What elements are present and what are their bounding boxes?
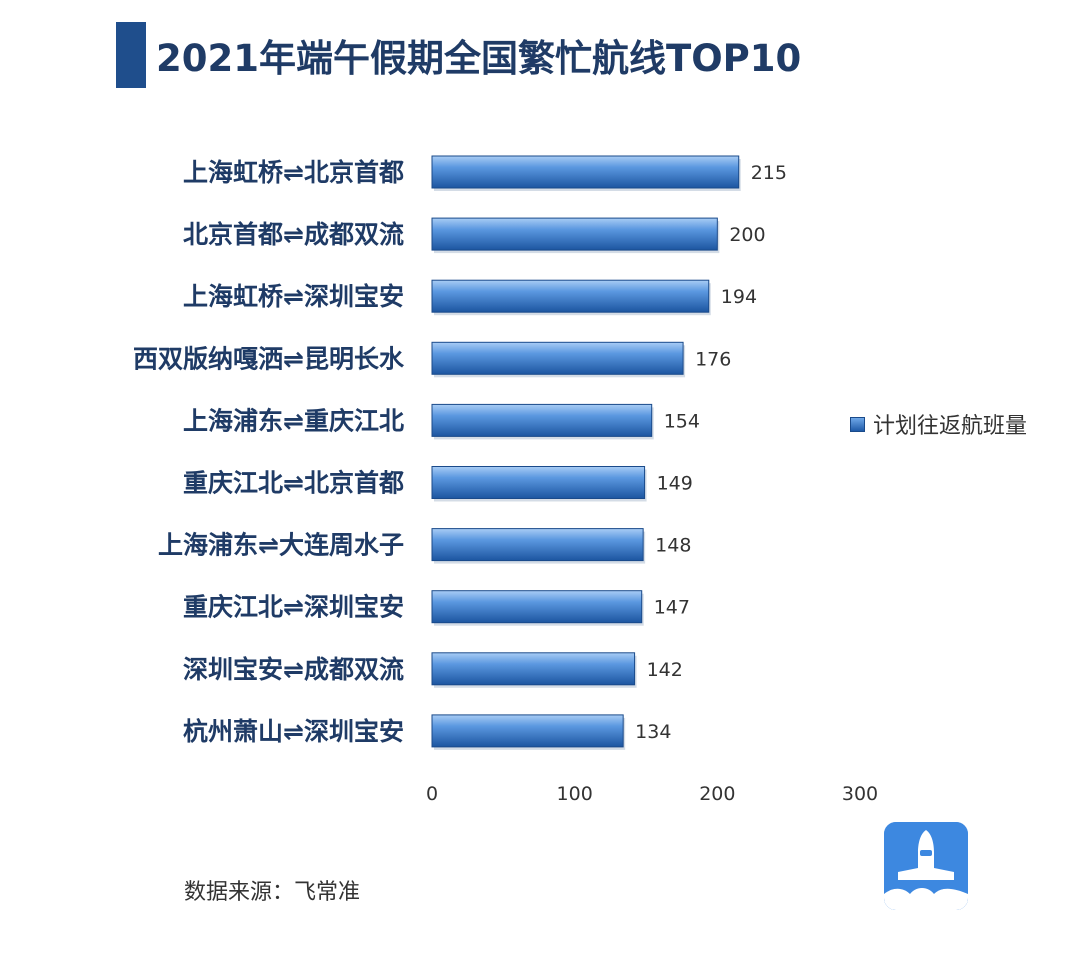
x-tick-label: 100 bbox=[557, 783, 593, 805]
data-label: 134 bbox=[635, 721, 671, 743]
title-accent-bar bbox=[116, 22, 146, 88]
bar bbox=[431, 279, 710, 313]
category-label: 上海浦东⇌重庆江北 bbox=[183, 406, 404, 435]
category-label: 杭州萧山⇌深圳宝安 bbox=[183, 717, 404, 746]
legend: 计划往返航班量 bbox=[850, 408, 1027, 440]
category-label: 北京首都⇌成都双流 bbox=[183, 220, 404, 249]
bar bbox=[431, 590, 643, 624]
source-note: 数据来源：飞常准 bbox=[184, 880, 361, 905]
data-label: 142 bbox=[647, 659, 683, 681]
bar bbox=[431, 652, 636, 686]
x-tick-label: 300 bbox=[842, 783, 878, 805]
bar bbox=[431, 155, 740, 189]
category-label: 深圳宝安⇌成都双流 bbox=[183, 655, 404, 684]
legend-swatch bbox=[850, 416, 865, 432]
bar bbox=[431, 403, 653, 437]
bar bbox=[431, 714, 624, 748]
category-label: 上海浦东⇌大连周水子 bbox=[158, 531, 404, 560]
category-label: 上海虹桥⇌北京首都 bbox=[183, 158, 404, 187]
x-tick-label: 200 bbox=[699, 783, 735, 805]
airplane-logo-icon bbox=[884, 822, 968, 910]
category-label: 上海虹桥⇌深圳宝安 bbox=[183, 282, 404, 311]
chart-title: 2021年端午假期全国繁忙航线TOP10 bbox=[156, 37, 802, 80]
data-label: 154 bbox=[664, 410, 700, 432]
data-label: 148 bbox=[655, 535, 691, 557]
data-label: 149 bbox=[657, 473, 693, 495]
category-label: 重庆江北⇌北京首都 bbox=[183, 469, 404, 498]
bars-layer: 上海虹桥⇌北京首都 215 北京首都⇌成都双流 200 上海虹桥⇌深圳宝安 194 西双版纳… bbox=[133, 155, 878, 805]
category-label: 重庆江北⇌深圳宝安 bbox=[183, 593, 404, 622]
bar bbox=[431, 528, 644, 562]
data-label: 176 bbox=[695, 348, 731, 370]
bar bbox=[431, 217, 718, 251]
data-label: 147 bbox=[654, 597, 690, 619]
bar bbox=[431, 341, 684, 375]
data-label: 194 bbox=[721, 286, 757, 308]
data-label: 200 bbox=[729, 224, 765, 246]
x-tick-label: 0 bbox=[426, 783, 438, 805]
data-label: 215 bbox=[751, 162, 787, 184]
bar bbox=[431, 466, 646, 499]
legend-label: 计划往返航班量 bbox=[873, 414, 1028, 439]
category-label: 西双版纳嘎洒⇌昆明长水 bbox=[133, 344, 405, 373]
